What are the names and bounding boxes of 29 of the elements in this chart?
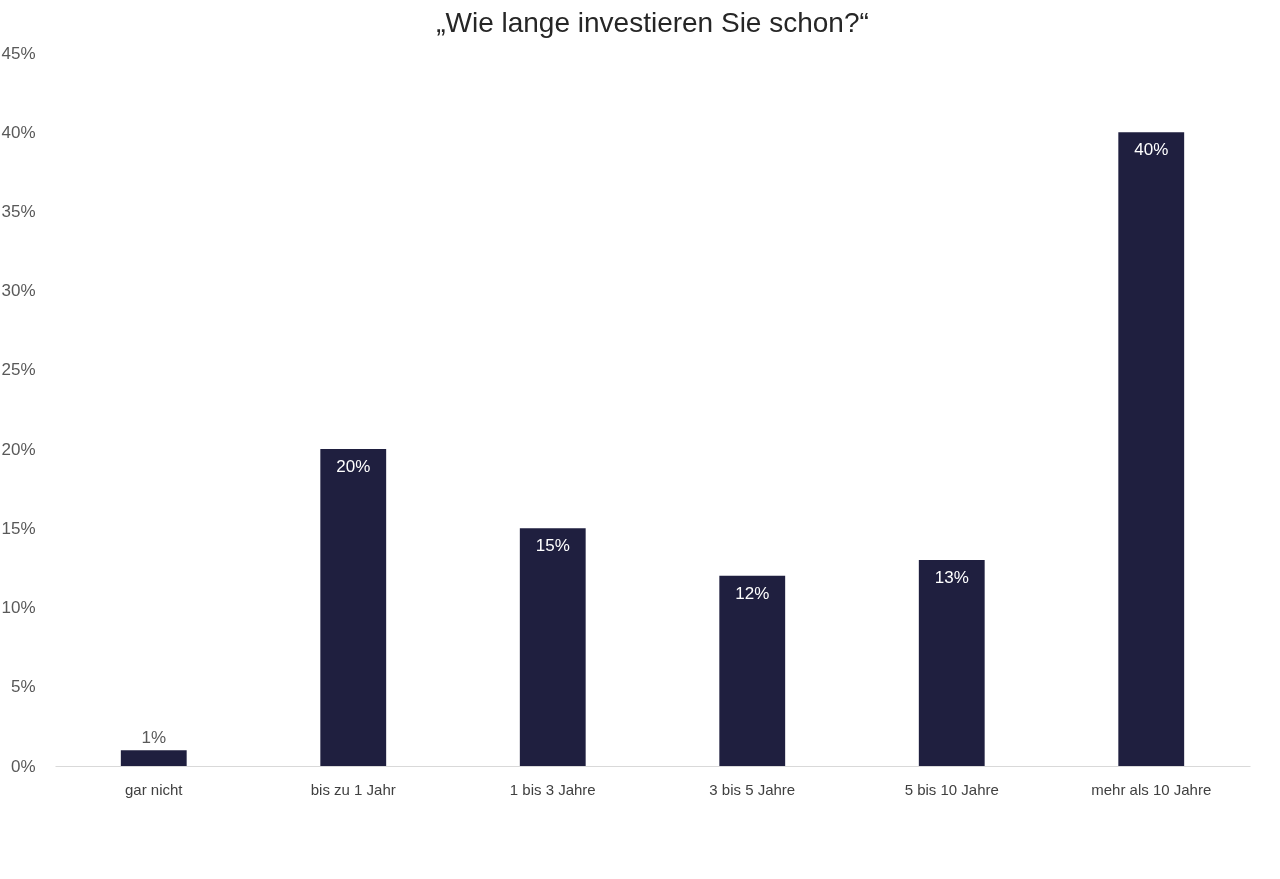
x-tick-label: 3 bis 5 Jahre: [709, 780, 796, 798]
y-tick-label: 35%: [1, 201, 36, 221]
bar: [120, 750, 187, 766]
y-tick-label: 45%: [1, 43, 36, 63]
y-tick-label: 10%: [1, 598, 36, 618]
x-tick-label: gar nicht: [124, 780, 184, 798]
chart-title: „Wie lange investieren Sie schon?“: [436, 7, 869, 38]
x-tick-label: 1 bis 3 Jahre: [509, 780, 596, 798]
y-tick-label: 30%: [1, 281, 36, 301]
data-label: 15%: [535, 536, 570, 556]
data-label: 20%: [336, 457, 371, 477]
x-tick-label: 5 bis 10 Jahre: [904, 780, 999, 798]
y-tick-label: 5%: [10, 677, 36, 697]
y-tick-label: 20%: [1, 439, 36, 459]
bar: [918, 560, 985, 766]
y-tick-label: 40%: [1, 122, 36, 142]
bar: [719, 575, 786, 766]
data-label: 40%: [1134, 140, 1169, 160]
y-tick-label: 25%: [1, 360, 36, 380]
x-tick-label: bis zu 1 Jahr: [310, 780, 396, 798]
y-tick-label: 15%: [1, 518, 36, 538]
data-label: 1%: [141, 728, 167, 748]
x-tick-label: mehr als 10 Jahre: [1091, 780, 1212, 798]
data-label: 12%: [735, 583, 770, 603]
bar: [1118, 132, 1185, 766]
y-tick-label: 0%: [10, 756, 36, 776]
bar: [519, 528, 586, 766]
data-label: 13%: [934, 568, 969, 588]
bar: [320, 449, 387, 766]
